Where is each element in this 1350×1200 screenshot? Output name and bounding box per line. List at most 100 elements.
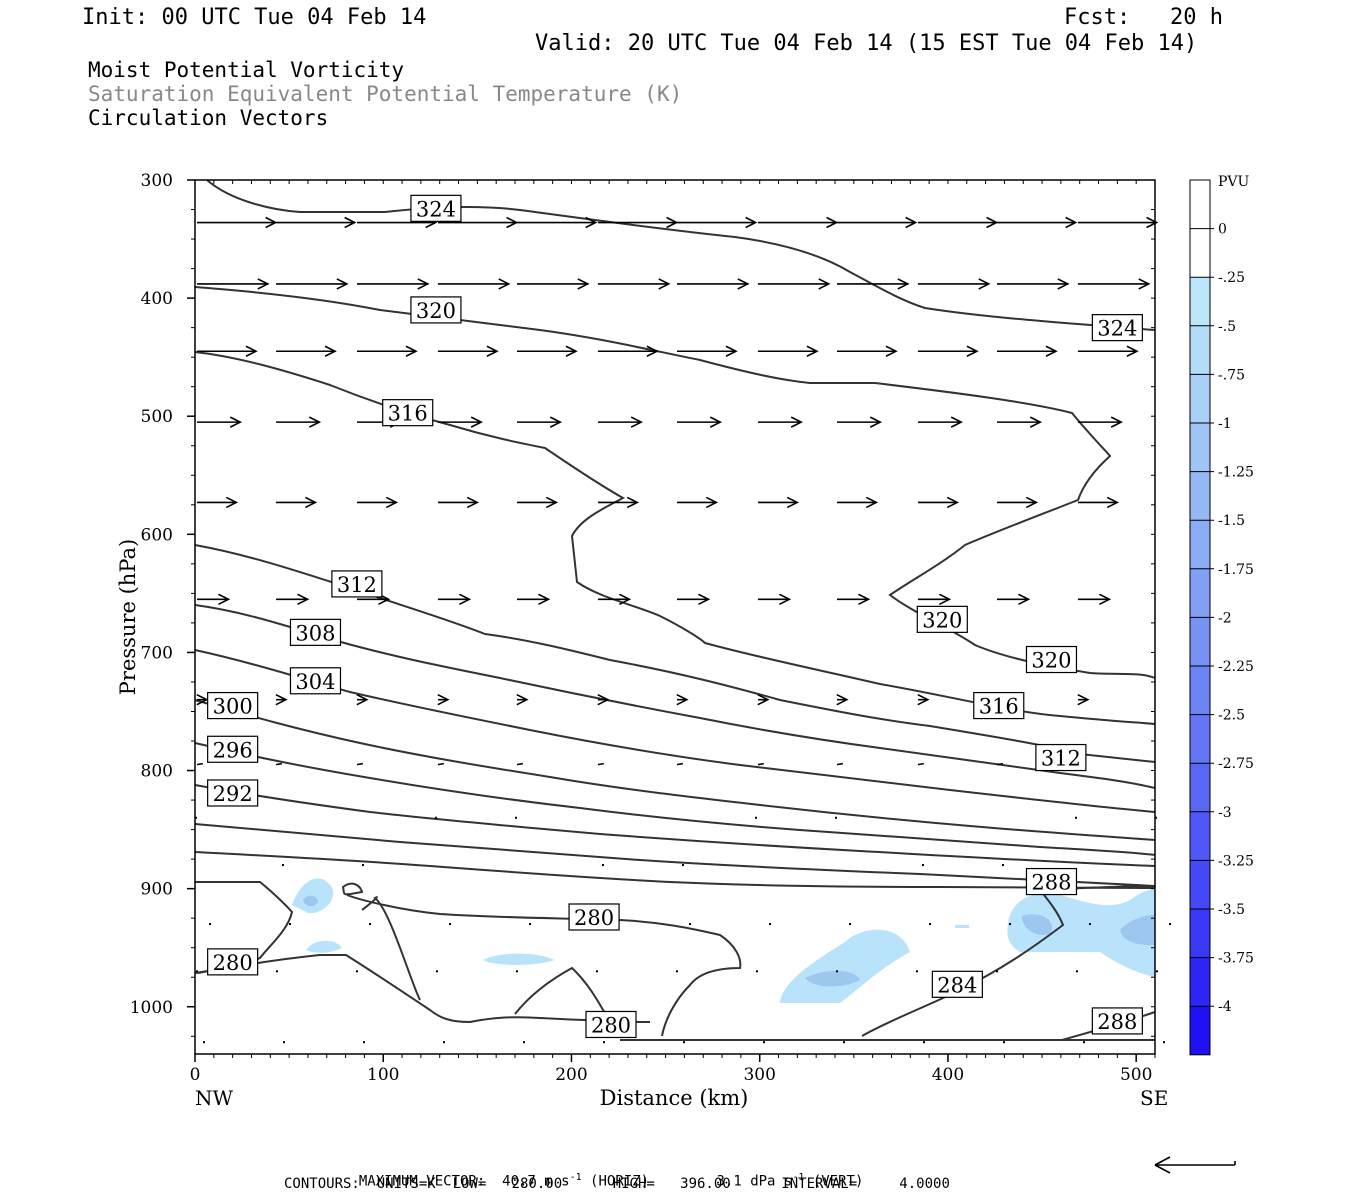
colorbar-segment <box>1190 471 1210 521</box>
vector-arrowhead <box>1018 593 1031 605</box>
contour-label: 284 <box>937 973 977 997</box>
vector-dot <box>1075 816 1077 819</box>
x-tick-label: 200 <box>555 1065 587 1085</box>
vector-arrowhead <box>459 593 472 605</box>
colorbar-segment <box>1190 714 1210 764</box>
contour-line <box>194 649 1156 813</box>
vector-arrowhead <box>265 216 278 229</box>
contour-line <box>194 699 1156 841</box>
contour-label: 280 <box>591 1013 631 1037</box>
vector-dot <box>676 970 678 973</box>
vector-arrow <box>996 762 1004 766</box>
y-tick-label: 800 <box>141 762 173 782</box>
vector-arrowhead <box>836 693 849 706</box>
vector-arrowhead <box>385 496 399 509</box>
contour-label: 296 <box>213 738 253 762</box>
vector-arrowhead <box>709 416 723 428</box>
vector-dot <box>283 1041 285 1044</box>
contour-label-box <box>207 948 259 976</box>
contour-label: 324 <box>416 197 456 221</box>
colorbar-label: -.5 <box>1218 319 1236 335</box>
vector-dot <box>1169 923 1171 926</box>
vector-arrowhead <box>818 278 831 290</box>
contour-label: 300 <box>213 695 253 719</box>
vector-arrow <box>757 762 764 766</box>
colorbar-label: -3.75 <box>1218 951 1254 967</box>
vector-arrowhead <box>1146 216 1159 229</box>
contour-label-box <box>585 1010 637 1039</box>
colorbar-segment <box>1190 228 1210 278</box>
vector-dot <box>443 1041 445 1044</box>
vector-arrow <box>836 762 844 766</box>
vector-arrowhead <box>646 345 659 357</box>
vector-arrowhead <box>585 216 598 229</box>
colorbar-segment <box>1190 180 1210 229</box>
x-axis-right-end: SE <box>1140 1086 1168 1110</box>
vector-dot <box>769 923 771 926</box>
colorbar-label: -3.25 <box>1218 853 1254 869</box>
vector-dot <box>682 864 684 867</box>
vector-dot <box>763 1041 765 1044</box>
vector-arrowhead <box>356 693 369 706</box>
init-time: Init: 00 UTC Tue 04 Feb 14 <box>82 5 427 30</box>
vector-arrowhead <box>630 416 643 428</box>
vector-arrow <box>597 762 604 766</box>
vector-arrowhead <box>826 216 839 229</box>
contour-label-box <box>289 667 342 695</box>
vector-arrowhead <box>966 345 979 357</box>
vector-arrowhead <box>950 416 963 428</box>
y-tick-label: 700 <box>141 643 173 663</box>
colorbar-title: PVU <box>1218 174 1250 190</box>
vector-dot <box>356 970 358 973</box>
vector-arrow <box>516 762 524 766</box>
vector-arrow <box>196 762 204 766</box>
vector-dot <box>916 970 918 973</box>
vector-dot <box>276 970 278 973</box>
vector-arrowhead <box>1126 345 1139 357</box>
x-tick-label: 0 <box>190 1065 201 1085</box>
plot-frame <box>194 179 1156 1055</box>
contour-line <box>346 894 742 1037</box>
contour-line <box>514 966 611 1023</box>
vector-dot <box>363 1041 365 1044</box>
colorbar-segment <box>1190 957 1210 1007</box>
vector-dot <box>683 1041 685 1044</box>
vector-arrowhead <box>225 496 239 509</box>
y-tick-label: 600 <box>141 525 173 545</box>
vector-dot <box>996 970 998 973</box>
vector-arrowhead <box>1057 278 1070 290</box>
vector-arrowhead <box>597 693 610 706</box>
vector-arrowhead <box>626 496 640 509</box>
vector-dot <box>196 970 198 973</box>
colorbar-segment <box>1190 860 1210 909</box>
contour-label-box <box>1035 743 1087 772</box>
contour-line <box>341 882 364 896</box>
contour-label: 316 <box>979 695 1019 719</box>
valid-time: Valid: 20 UTC Tue 04 Feb 14 (15 EST Tue … <box>535 31 1198 56</box>
vector-arrowhead <box>858 593 871 605</box>
vector-arrowhead <box>676 693 689 706</box>
colorbar-label: -2.25 <box>1218 659 1254 675</box>
vector-arrowhead <box>545 496 559 509</box>
vector-dot <box>1002 864 1004 867</box>
pv-colorbar: PVU 0 -.25 -.5 -.75 -1 -1.25 -1.5 -1.75 -2 -2.25 -2… <box>1189 174 1254 1056</box>
vector-arrowhead <box>297 593 310 605</box>
vector-arrowhead <box>757 693 770 706</box>
colorbar-label: -1.5 <box>1218 513 1245 529</box>
vector-arrowhead <box>305 496 318 509</box>
contour-label-box <box>410 194 462 222</box>
vector-arrowhead <box>1099 593 1112 605</box>
vector-arrowhead <box>737 278 750 290</box>
vector-arrowhead <box>565 345 578 357</box>
y-axis-title: Pressure (hPa) <box>116 539 140 695</box>
vector-dot <box>755 816 757 819</box>
vector-arrowhead <box>470 416 483 428</box>
vector-arrowhead <box>619 593 632 605</box>
vector-dot <box>1163 1041 1165 1044</box>
contour-label-box <box>1091 1007 1143 1035</box>
contour-label: 312 <box>337 573 377 597</box>
contour-label: 324 <box>1097 317 1137 341</box>
vector-arrowhead <box>196 693 209 706</box>
x-axis-left-end: NW <box>195 1086 234 1110</box>
vector-arrow <box>676 762 684 766</box>
